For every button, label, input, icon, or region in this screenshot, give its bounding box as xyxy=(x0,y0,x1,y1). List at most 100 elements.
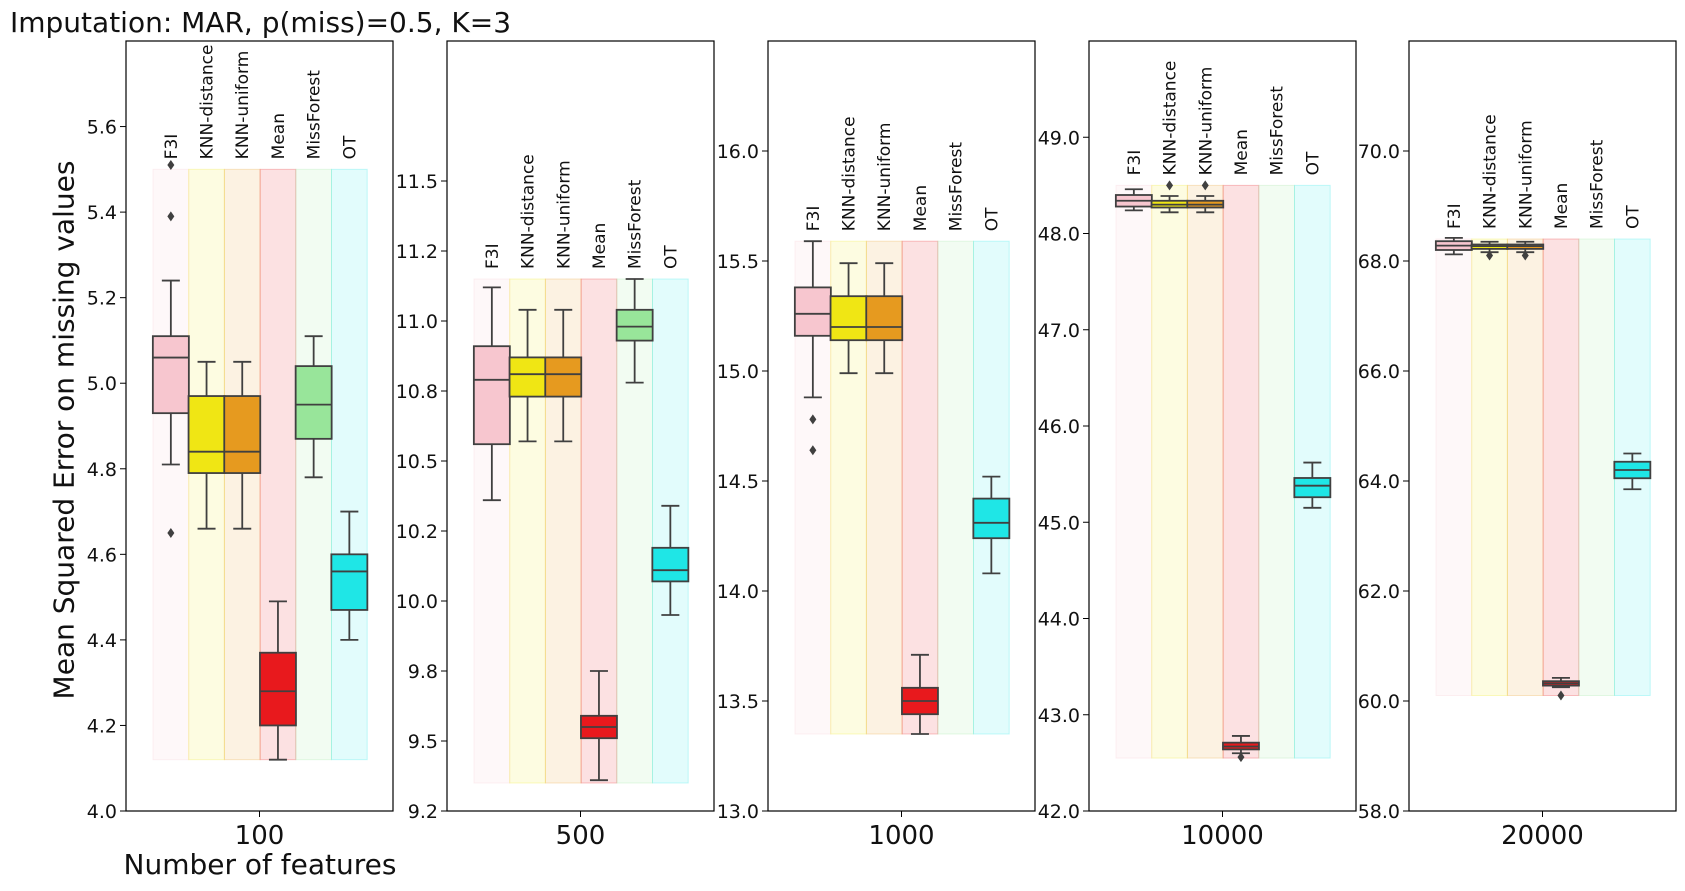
flier xyxy=(1486,250,1494,261)
y-tick-label: 68.0 xyxy=(1358,251,1400,273)
y-tick-label: 62.0 xyxy=(1358,581,1400,603)
iqr-box xyxy=(472,345,511,446)
y-tick-label: 5.4 xyxy=(87,202,117,224)
band-f3i-20000 xyxy=(1435,238,1473,696)
y-tick-label: 16.0 xyxy=(717,141,759,163)
method-label-ot: OT xyxy=(340,135,360,159)
method-label-knn-distance: KNN-distance xyxy=(840,116,860,231)
box-knn-distance-20000 xyxy=(1470,240,1509,261)
method-label-missforest: MissForest xyxy=(305,70,325,160)
y-tick-label: 10.2 xyxy=(396,521,438,543)
y-tick-label: 13.5 xyxy=(717,691,759,713)
y-tick-label: 14.5 xyxy=(717,471,759,493)
y-tick-label: 44.0 xyxy=(1038,609,1080,631)
flier xyxy=(167,160,175,171)
x-tick-label: 500 xyxy=(556,821,606,851)
band-missforest-10000 xyxy=(1258,184,1296,759)
band-missforest-20000 xyxy=(1578,238,1616,696)
y-tick-label: 46.0 xyxy=(1038,416,1080,438)
panel-10000: F3I KNN-distance KNN-uniform Mean MissForest… xyxy=(1038,40,1357,851)
y-tick-label: 58.0 xyxy=(1358,801,1400,823)
box-ot-100 xyxy=(330,510,369,641)
method-label-knn-distance: KNN-distance xyxy=(1161,61,1181,176)
y-tick-label: 5.6 xyxy=(87,117,117,139)
box-knn-uniform-20000 xyxy=(1506,240,1545,261)
method-label-f3i: F3I xyxy=(483,243,503,269)
iqr-box xyxy=(793,286,832,337)
iqr-box xyxy=(651,546,690,583)
x-axis-label: Number of features xyxy=(123,848,397,881)
panel-20000: F3I KNN-distance KNN-uniform Mean MissForest… xyxy=(1358,40,1677,851)
y-tick-label: 70.0 xyxy=(1358,141,1400,163)
panel-500: F3I KNN-distance KNN-uniform Mean MissForest… xyxy=(396,40,715,851)
iqr-box xyxy=(259,651,297,727)
box-mean-1000 xyxy=(901,653,939,735)
box-knn-uniform-100 xyxy=(223,360,262,530)
x-tick-label: 1000 xyxy=(868,821,934,851)
method-label-ot: OT xyxy=(1623,205,1643,229)
flier xyxy=(1166,180,1174,191)
iqr-box xyxy=(972,497,1011,540)
flier xyxy=(1237,752,1245,763)
band-ot-100 xyxy=(331,168,368,761)
method-label-f3i: F3I xyxy=(1125,150,1145,176)
flier xyxy=(167,527,175,538)
y-tick-label: 11.5 xyxy=(396,171,438,193)
y-tick-label: 9.2 xyxy=(408,801,438,823)
box-mean-10000 xyxy=(1222,735,1260,763)
box-knn-uniform-10000 xyxy=(1186,180,1225,214)
method-label-mean: Mean xyxy=(269,113,289,159)
box-ot-1000 xyxy=(972,475,1011,575)
iqr-box xyxy=(1293,477,1332,499)
band-ot-1000 xyxy=(973,240,1010,735)
y-tick-label: 43.0 xyxy=(1038,705,1080,727)
iqr-box xyxy=(187,395,226,474)
figure-title: Imputation: MAR, p(miss)=0.5, K=3 xyxy=(10,6,512,39)
box-f3i-500 xyxy=(472,286,511,502)
y-tick-label: 4.0 xyxy=(87,801,117,823)
band-knn-uniform-20000 xyxy=(1506,238,1544,696)
method-label-ot: OT xyxy=(661,245,681,269)
iqr-box xyxy=(615,308,654,342)
iqr-box xyxy=(865,295,904,342)
method-label-mean: Mean xyxy=(1552,183,1572,229)
iqr-box xyxy=(508,356,547,398)
iqr-box xyxy=(223,395,262,474)
y-tick-label: 9.8 xyxy=(408,661,438,683)
box-knn-uniform-1000 xyxy=(865,262,904,375)
box-mean-500 xyxy=(580,670,618,782)
y-tick-label: 14.0 xyxy=(717,581,759,603)
box-f3i-100 xyxy=(151,160,190,538)
iqr-box xyxy=(829,295,868,342)
y-tick-label: 4.6 xyxy=(87,544,117,566)
y-tick-label: 66.0 xyxy=(1358,361,1400,383)
band-knn-distance-20000 xyxy=(1471,238,1508,696)
box-mean-100 xyxy=(259,600,297,761)
y-tick-label: 42.0 xyxy=(1038,801,1080,823)
method-label-missforest: MissForest xyxy=(1588,139,1608,229)
y-tick-label: 11.0 xyxy=(396,311,438,333)
flier xyxy=(1521,250,1529,261)
y-tick-label: 48.0 xyxy=(1038,224,1080,246)
x-tick-label: 100 xyxy=(235,821,285,851)
y-tick-label: 4.2 xyxy=(87,715,117,737)
flier xyxy=(809,414,817,425)
method-label-knn-uniform: KNN-uniform xyxy=(1196,67,1216,176)
band-knn-uniform-10000 xyxy=(1186,184,1224,759)
method-label-mean: Mean xyxy=(590,223,610,269)
box-missforest-100 xyxy=(294,335,333,479)
iqr-box xyxy=(330,553,369,611)
flier xyxy=(1557,690,1565,701)
method-label-mean: Mean xyxy=(911,185,931,231)
y-tick-label: 10.5 xyxy=(396,451,438,473)
band-f3i-100 xyxy=(152,168,190,761)
band-knn-distance-10000 xyxy=(1151,184,1188,759)
y-tick-label: 49.0 xyxy=(1038,127,1080,149)
box-f3i-1000 xyxy=(793,240,832,456)
y-tick-label: 10.8 xyxy=(396,381,438,403)
y-tick-label: 15.0 xyxy=(717,361,759,383)
band-missforest-1000 xyxy=(937,240,974,735)
method-label-knn-distance: KNN-distance xyxy=(1481,114,1501,229)
method-label-f3i: F3I xyxy=(162,134,182,160)
